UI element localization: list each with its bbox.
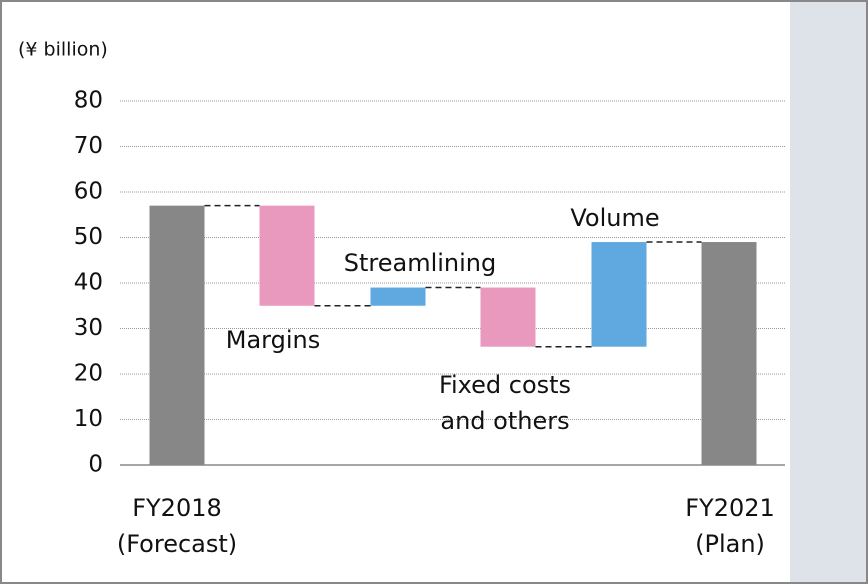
category-label: FY2018 (Forecast) (116, 494, 238, 558)
category-label: Streamlining (343, 249, 497, 277)
y-tick-label: 0 (88, 452, 103, 478)
category-label: Margins (225, 326, 321, 354)
y-tick-label: 60 (74, 179, 103, 205)
y-tick-label: 70 (74, 133, 103, 159)
y-axis-label: (¥ billion) (18, 39, 108, 61)
y-tick-label: 20 (74, 361, 103, 387)
y-tick-label: 10 (74, 406, 103, 432)
y-tick-label: 30 (74, 315, 103, 341)
bar (370, 287, 426, 306)
bar (259, 205, 315, 306)
bar (591, 242, 647, 347)
side-panel (790, 0, 868, 584)
category-label: Fixed costs and others (438, 371, 572, 435)
bar (149, 205, 205, 465)
category-label: Volume (570, 204, 660, 232)
y-tick-label: 50 (74, 224, 103, 250)
category-label: FY2021 (Plan) (685, 494, 775, 558)
bar (480, 287, 536, 347)
y-tick-label: 40 (74, 270, 103, 296)
bar (701, 242, 757, 465)
y-tick-label: 80 (74, 88, 103, 114)
